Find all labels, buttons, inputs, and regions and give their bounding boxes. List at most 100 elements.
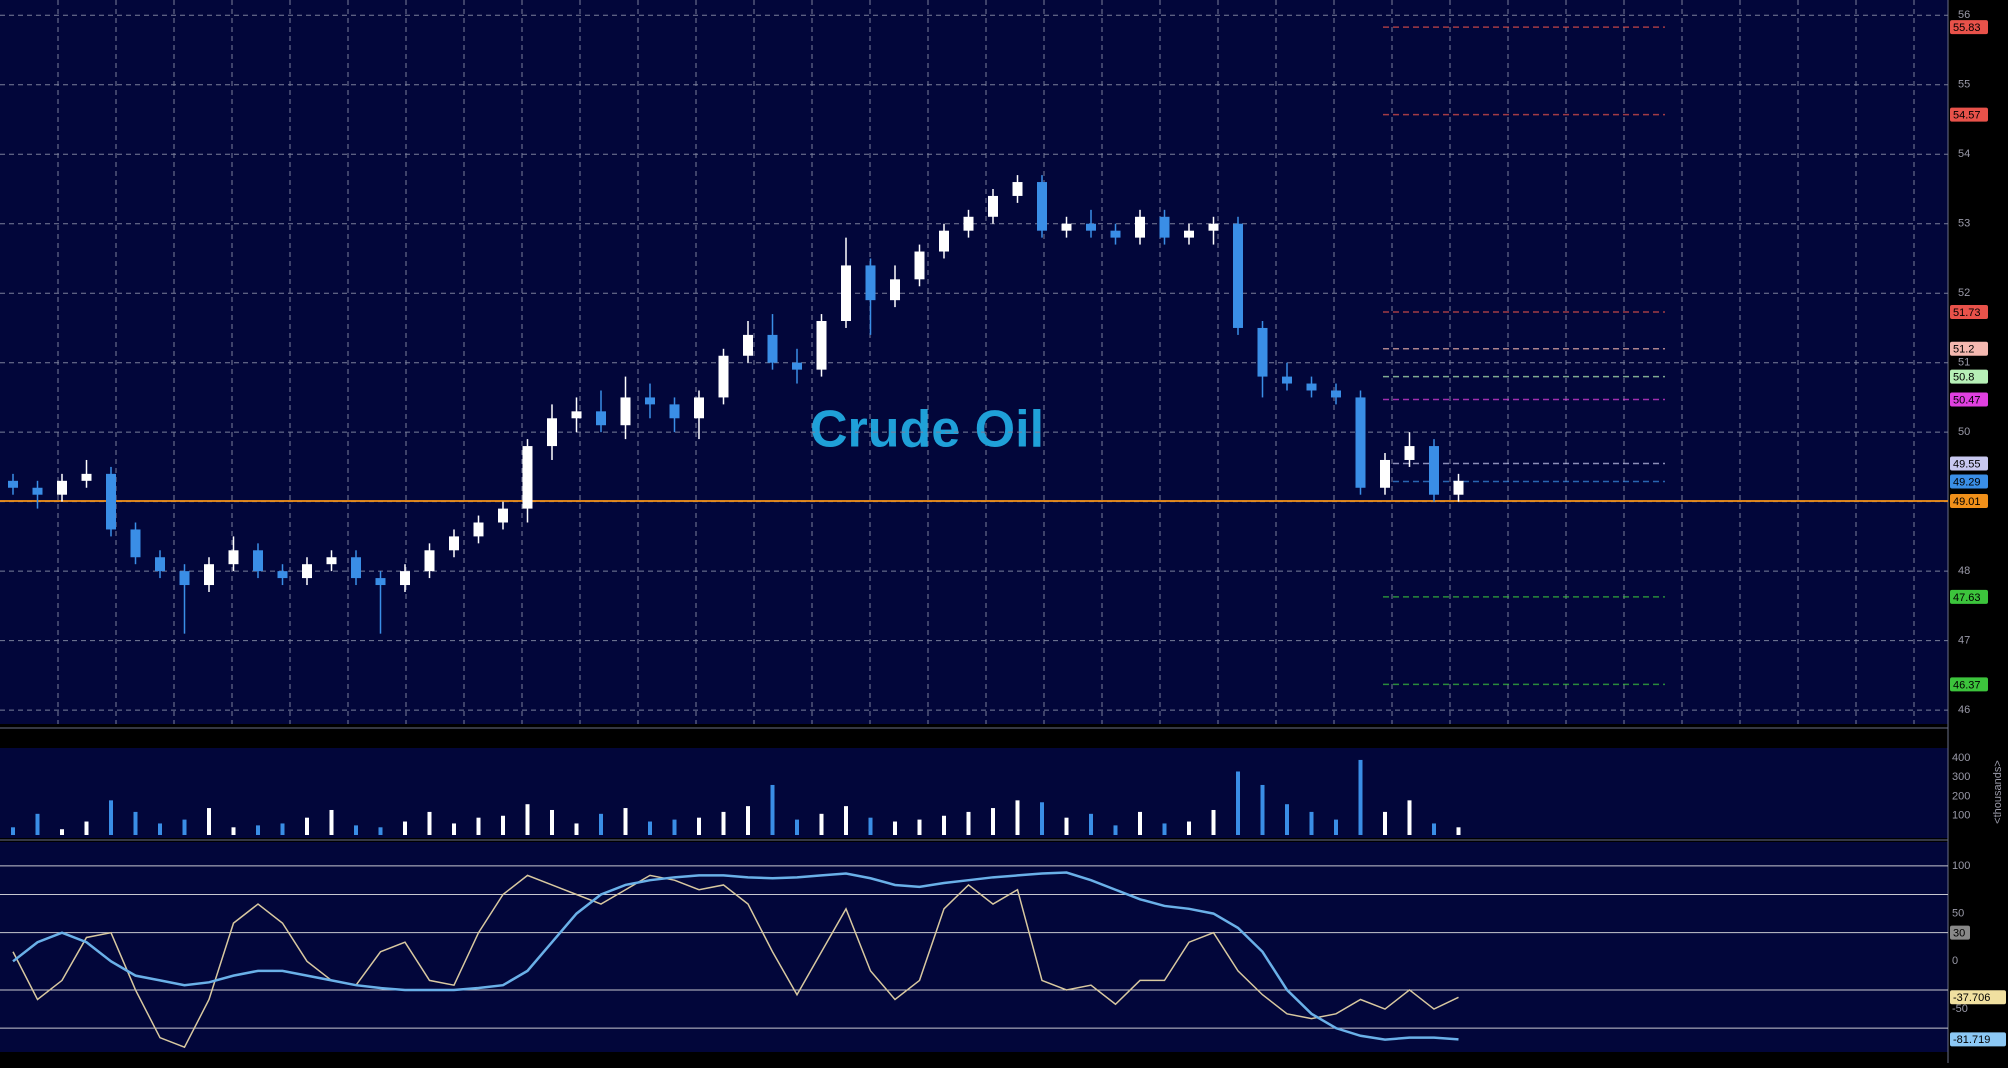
level-tag-label: 51.2 bbox=[1953, 344, 1974, 356]
candle-body bbox=[424, 550, 435, 572]
volume-bar bbox=[501, 815, 505, 835]
oscillator-line bbox=[12, 874, 1459, 1049]
candle-body bbox=[963, 216, 974, 231]
volume-bar bbox=[1211, 809, 1216, 835]
volume-bar bbox=[746, 806, 750, 835]
price-panel bbox=[0, 0, 1948, 724]
y-tick-label: 53 bbox=[1958, 218, 1970, 230]
candle-body bbox=[743, 334, 753, 356]
volume-bar bbox=[207, 808, 211, 835]
candle-body bbox=[1331, 390, 1341, 398]
candle-body bbox=[792, 362, 802, 370]
volume-bar bbox=[966, 811, 971, 835]
volume-bar bbox=[795, 819, 799, 835]
level-tag bbox=[1950, 304, 1988, 319]
y-tick-label: 100 bbox=[1952, 860, 1970, 872]
y-tick-label: 48 bbox=[1958, 565, 1970, 577]
volume-bar bbox=[550, 809, 554, 835]
y-tick-label: 200 bbox=[1952, 790, 1970, 802]
volume-bar bbox=[623, 808, 628, 835]
volume-bar bbox=[329, 809, 334, 835]
volume-bar bbox=[354, 825, 358, 835]
candle-body bbox=[1306, 383, 1317, 391]
volume-bar bbox=[84, 821, 89, 835]
level-tag bbox=[1950, 925, 1970, 940]
candle-body bbox=[498, 508, 508, 523]
y-tick-label: 50 bbox=[1958, 426, 1970, 438]
oscillator-panel bbox=[0, 842, 1948, 1052]
candle-body bbox=[400, 571, 410, 586]
y-tick-label: 50 bbox=[1952, 907, 1964, 919]
y-tick-label: 100 bbox=[1952, 810, 1970, 822]
candle-body bbox=[32, 487, 43, 495]
y-tick-label: 0 bbox=[1952, 955, 1958, 967]
volume-bar bbox=[1309, 811, 1314, 835]
volume-bar bbox=[1260, 784, 1265, 835]
volume-bar bbox=[452, 823, 456, 835]
candle-body bbox=[179, 571, 190, 586]
volume-bar bbox=[917, 819, 922, 835]
oscillator-line bbox=[12, 871, 1459, 1041]
candle-body bbox=[473, 522, 484, 537]
candle-body bbox=[645, 397, 655, 405]
candle-body bbox=[375, 578, 386, 586]
candle-body bbox=[106, 473, 116, 530]
y-tick-label: 400 bbox=[1952, 752, 1970, 764]
candle-body bbox=[816, 321, 827, 370]
candle-body bbox=[155, 557, 165, 572]
value-tag bbox=[1950, 990, 2006, 1005]
candle-body bbox=[914, 251, 925, 280]
volume-bar bbox=[721, 811, 726, 835]
y-tick-label: 55 bbox=[1958, 79, 1970, 91]
candle-body bbox=[767, 334, 778, 363]
level-tag-label: 50.8 bbox=[1953, 371, 1974, 383]
level-tag-label: 50.47 bbox=[1953, 394, 1981, 406]
candle-body bbox=[1037, 182, 1047, 231]
volume-bar bbox=[231, 827, 236, 835]
volume-bar bbox=[942, 815, 946, 835]
y-tick-label: -50 bbox=[1952, 1003, 1968, 1015]
candle-body bbox=[1012, 182, 1023, 196]
volume-bar bbox=[574, 823, 579, 835]
value-tag bbox=[1950, 1032, 2006, 1047]
vertical-grid bbox=[57, 0, 1915, 724]
y-tick-label: 56 bbox=[1958, 9, 1970, 21]
volume-bar bbox=[1138, 811, 1142, 835]
level-tag-label: 49.55 bbox=[1953, 458, 1981, 470]
candle-body bbox=[988, 195, 998, 217]
level-tag-label: 54.57 bbox=[1953, 110, 1981, 122]
level-tag bbox=[1950, 589, 1988, 604]
volume-bar bbox=[868, 817, 873, 835]
level-tag-label: 49.29 bbox=[1953, 476, 1981, 488]
volume-bar bbox=[1089, 813, 1093, 835]
volume-bar bbox=[1236, 771, 1240, 835]
candle-body bbox=[130, 529, 141, 558]
y-axis-label: <thousands> bbox=[1992, 760, 2004, 824]
volume-bar bbox=[1285, 804, 1289, 835]
volume-bar bbox=[1162, 823, 1167, 835]
candle-body bbox=[571, 411, 582, 419]
candle-body bbox=[1061, 223, 1072, 231]
volume-bar bbox=[1040, 802, 1044, 835]
candle-body bbox=[1453, 480, 1464, 495]
candle-body bbox=[8, 480, 18, 488]
candle-body bbox=[449, 536, 459, 551]
volume-bar bbox=[378, 827, 383, 835]
volume-bar bbox=[599, 813, 603, 835]
candle-body bbox=[57, 480, 67, 495]
candle-body bbox=[351, 557, 361, 579]
volume-bar bbox=[35, 813, 40, 835]
candle-body bbox=[669, 404, 680, 419]
volume-bar bbox=[1015, 800, 1020, 835]
candle-body bbox=[1257, 327, 1268, 377]
volume-bar bbox=[819, 813, 824, 835]
level-tag-label: 47.63 bbox=[1953, 592, 1981, 604]
volume-bar bbox=[697, 817, 701, 835]
volume-bar bbox=[991, 808, 995, 835]
volume-bar bbox=[60, 829, 64, 835]
candle-body bbox=[81, 473, 92, 481]
level-tag bbox=[1950, 392, 1988, 407]
level-tag bbox=[1950, 20, 1988, 35]
